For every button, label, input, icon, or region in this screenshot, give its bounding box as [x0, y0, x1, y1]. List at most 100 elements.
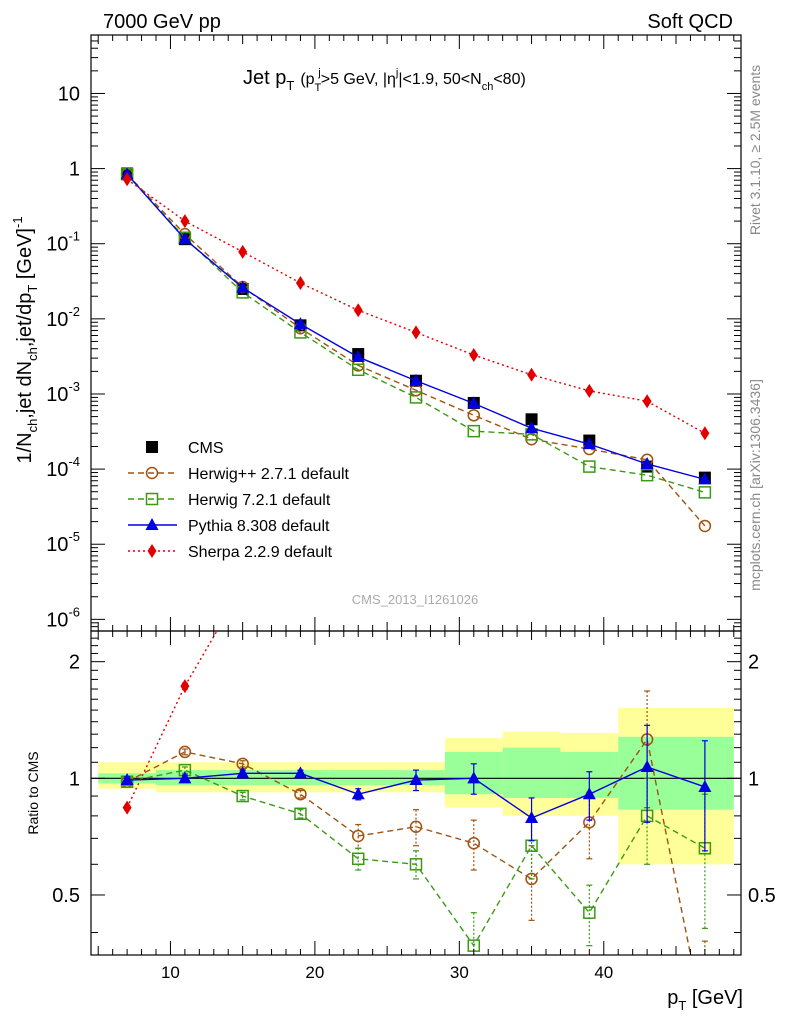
pythia-8-308-default-ratio-point	[120, 773, 134, 786]
sherpa-2-2-9-default-point	[122, 172, 132, 187]
header-right: Soft QCD	[647, 11, 733, 33]
herwig-7-2-1-default-point	[583, 460, 596, 473]
ratio-y-tick-label: 0.5	[52, 885, 80, 907]
sherpa-2-2-9-default-point	[238, 244, 248, 259]
pythia-8-308-default-point	[698, 472, 712, 485]
herwig-7-2-1-default-ratio-point	[236, 789, 249, 803]
sherpa-2-2-9-default-point	[700, 426, 710, 441]
herwig-2-7-1-default-point	[698, 519, 712, 533]
sherpa-2-2-9-default-ratio-point	[122, 800, 132, 815]
herwig-7-2-1-default-ratio-point	[351, 852, 365, 866]
pythia-8-308-default-point	[351, 350, 365, 363]
pythia-8-308-default-ratio-point	[409, 773, 423, 786]
herwig-2-7-1-default-ratio-point	[525, 872, 538, 886]
sherpa-2-2-9-default-ratio-point	[643, 434, 652, 448]
mcplots-label: mcplots.cern.ch [arXiv:1306.3436]	[747, 379, 763, 591]
pythia-8-308-default-point	[409, 373, 423, 386]
legend-label-herwig-2-7-1-default: Herwig++ 2.7.1 default	[188, 466, 350, 483]
ratio-y-axis-label: Ratio to CMS	[25, 751, 41, 834]
ratio-y-tick-label-right: 2	[748, 652, 759, 674]
y-tick-label: 10-6	[46, 604, 80, 631]
sherpa-2-2-9-default-point	[469, 348, 479, 363]
x-tick-label: 20	[305, 963, 324, 982]
herwig-2-7-1-default-ratio-line	[126, 737, 692, 955]
y-axis-label: 1/Nch,jet dNch,jet/dpT [GeV]-1	[10, 216, 40, 463]
pythia-8-308-default-ratio-point	[351, 787, 365, 800]
herwig-2-7-1-default-line	[126, 173, 706, 527]
legend-marker-cms	[146, 441, 158, 453]
legend-marker-sherpa-2-2-9-default	[147, 544, 157, 558]
legend-marker-pythia-8-308-default	[145, 518, 159, 530]
legend-label-cms: CMS	[188, 440, 224, 457]
x-tick-label: 10	[161, 963, 180, 982]
herwig-2-7-1-default-ratio-point	[699, 1020, 710, 1024]
ratio-y-tick-label-right: 0.5	[748, 885, 776, 907]
herwig-2-7-1-default-point	[467, 409, 481, 422]
herwig-7-2-1-default-point	[467, 424, 481, 438]
pythia-8-308-default-ratio-point	[698, 779, 712, 792]
ratio-y-tick-label: 1	[69, 768, 80, 790]
band-inner	[502, 747, 561, 798]
band-inner	[329, 770, 388, 786]
sherpa-2-2-9-default-point	[180, 214, 190, 229]
sherpa-2-2-9-default-ratio-point	[527, 542, 536, 556]
sherpa-2-2-9-default-point	[353, 303, 363, 318]
y-tick-label: 10-4	[46, 454, 80, 481]
pythia-8-308-default-ratio-point	[582, 787, 596, 800]
herwig-7-2-1-default-point	[409, 391, 423, 404]
sherpa-2-2-9-default-ratio-point	[180, 679, 190, 694]
chart-title: Jet pT (pTj>5 GeV, |ηj|<1.9, 50<Nch<80)	[243, 67, 526, 94]
pythia-8-308-default-point	[236, 280, 250, 293]
sherpa-2-2-9-default-point	[584, 383, 594, 398]
legend-marker-herwig-7-2-1-default	[145, 492, 159, 506]
sherpa-2-2-9-default-ratio-point	[469, 524, 478, 538]
analysis-watermark: CMS_2013_I1261026	[352, 592, 479, 607]
ratio-plot-marks	[91, 434, 741, 1024]
sherpa-2-2-9-default-ratio-point	[585, 515, 594, 529]
pythia-8-308-default-ratio-point	[640, 759, 654, 772]
sherpa-2-2-9-default-ratio-point	[354, 546, 363, 560]
ratio-y-tick-label-right: 1	[748, 768, 759, 790]
pythia-8-308-default-ratio-point	[293, 766, 307, 779]
pythia-8-308-default-point	[293, 317, 307, 330]
herwig-2-7-1-default-ratio-point	[351, 829, 365, 843]
main-plot-marks	[120, 167, 712, 533]
sherpa-2-2-9-default-line	[126, 178, 706, 434]
header-left: 7000 GeV pp	[103, 11, 221, 33]
legend: CMS Herwig++ 2.7.1 default Herwig 7.2.1 de…	[128, 440, 350, 561]
pythia-8-308-default-point	[467, 396, 481, 409]
legend-marker-herwig-2-7-1-default	[145, 466, 159, 480]
herwig-7-2-1-default-ratio-point	[294, 807, 307, 821]
sherpa-2-2-9-default-point	[411, 325, 421, 340]
herwig-7-2-1-default-point	[351, 363, 365, 377]
sherpa-2-2-9-default-ratio-point	[238, 580, 247, 594]
pythia-8-308-default-ratio-point	[467, 771, 481, 784]
legend-label-sherpa-2-2-9-default: Sherpa 2.2.9 default	[188, 544, 333, 561]
x-tick-label: 40	[594, 963, 613, 982]
pythia-8-308-default-point	[178, 232, 192, 245]
pythia-8-308-default-point	[525, 421, 539, 434]
y-tick-label: 10-5	[46, 529, 80, 556]
cms-point	[525, 413, 538, 426]
pythia-8-308-default-ratio-point	[525, 810, 539, 823]
legend-label-herwig-7-2-1-default: Herwig 7.2.1 default	[188, 492, 331, 509]
ratio-y-tick-label: 2	[69, 652, 80, 674]
y-tick-label: 1	[69, 159, 80, 181]
y-tick-label: 10-3	[46, 379, 80, 406]
herwig-7-2-1-default-point	[640, 468, 654, 482]
rivet-label: Rivet 3.1.10, ≥ 2.5M events	[747, 65, 763, 235]
sherpa-2-2-9-default-point	[642, 394, 652, 409]
herwig-2-7-1-default-ratio-point	[467, 836, 481, 850]
x-tick-label: 30	[450, 963, 469, 982]
sherpa-2-2-9-default-point	[527, 367, 537, 382]
pythia-8-308-default-point	[582, 437, 596, 450]
pythia-8-308-default-point	[640, 456, 654, 469]
sherpa-2-2-9-default-ratio-point	[412, 522, 421, 536]
herwig-7-2-1-default-ratio-point	[409, 858, 423, 871]
herwig-2-7-1-default-ratio-point	[178, 745, 192, 759]
herwig-2-7-1-default-ratio-point	[294, 787, 307, 801]
legend-label-pythia-8-308-default: Pythia 8.308 default	[188, 518, 330, 535]
axes: 10 20 30 40 10-6 10-5 10-4 10-3 10-2 10-1 1 10 0.5 0.…	[46, 34, 776, 982]
y-tick-label: 10	[58, 83, 80, 105]
